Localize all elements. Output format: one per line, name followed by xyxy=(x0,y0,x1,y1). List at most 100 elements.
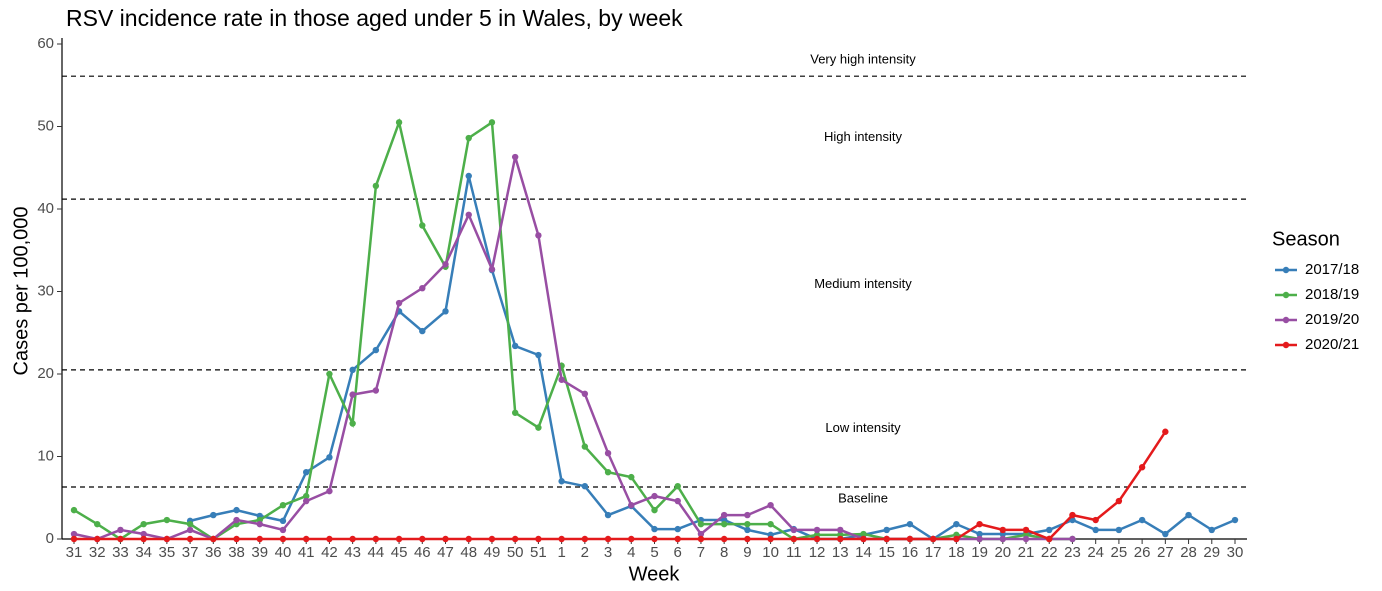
data-point xyxy=(256,535,263,543)
data-point xyxy=(372,182,380,190)
legend-label: 2018/19 xyxy=(1305,286,1359,303)
data-point xyxy=(1138,516,1146,524)
data-point xyxy=(906,535,914,543)
data-point xyxy=(813,535,821,543)
data-point xyxy=(697,520,705,528)
data-point xyxy=(303,535,310,543)
data-point xyxy=(976,530,983,538)
data-point xyxy=(303,492,310,500)
y-tick-label: 0 xyxy=(46,530,54,547)
x-tick-label: 46 xyxy=(414,544,431,561)
data-point xyxy=(535,351,542,359)
data-point xyxy=(70,535,78,543)
data-point xyxy=(999,526,1006,534)
data-point xyxy=(744,526,751,534)
data-point xyxy=(953,535,960,543)
y-tick-label: 50 xyxy=(37,117,54,134)
x-tick-label: 14 xyxy=(855,544,872,561)
x-tick-label: 20 xyxy=(994,544,1011,561)
data-point xyxy=(326,370,333,378)
threshold-label: High intensity xyxy=(824,129,903,144)
data-point xyxy=(140,530,147,538)
data-point xyxy=(790,535,798,543)
x-tick-label: 50 xyxy=(507,544,524,561)
x-tick-label: 48 xyxy=(460,544,477,561)
data-point xyxy=(70,506,78,514)
data-point xyxy=(767,520,774,528)
y-tick-label: 40 xyxy=(37,200,54,217)
x-tick-label: 22 xyxy=(1041,544,1058,561)
data-point xyxy=(651,506,658,514)
y-tick-label: 20 xyxy=(37,365,54,382)
x-tick-label: 23 xyxy=(1064,544,1081,561)
x-tick-label: 26 xyxy=(1134,544,1151,561)
series-line xyxy=(73,117,1073,541)
data-point xyxy=(419,285,426,292)
data-point xyxy=(279,535,287,543)
x-tick-label: 34 xyxy=(135,544,152,561)
data-point xyxy=(465,211,472,218)
data-point xyxy=(511,409,519,416)
threshold-label: Low intensity xyxy=(825,420,901,435)
x-tick-label: 36 xyxy=(205,544,222,561)
data-point xyxy=(604,535,612,543)
data-point xyxy=(303,468,310,476)
data-point xyxy=(628,501,635,509)
data-point xyxy=(1138,464,1146,471)
data-point xyxy=(117,526,124,534)
x-tick-label: 30 xyxy=(1227,544,1244,561)
data-point xyxy=(186,520,194,528)
data-point xyxy=(511,153,519,161)
data-point xyxy=(1022,526,1030,534)
data-point xyxy=(326,535,333,543)
data-point xyxy=(1069,511,1076,519)
data-point xyxy=(1115,526,1123,534)
x-tick-label: 37 xyxy=(182,544,199,561)
data-point xyxy=(303,497,310,505)
data-point xyxy=(628,535,635,543)
x-tick-label: 4 xyxy=(627,544,635,561)
data-point xyxy=(511,535,519,543)
data-point xyxy=(999,535,1006,543)
data-point xyxy=(349,420,356,427)
data-point xyxy=(488,119,496,126)
threshold-label: Very high intensity xyxy=(810,52,916,67)
data-point xyxy=(883,535,890,543)
legend-swatch-dot xyxy=(1282,316,1290,324)
x-tick-label: 6 xyxy=(674,544,682,561)
data-point xyxy=(256,520,263,528)
data-point xyxy=(163,516,171,524)
x-tick-label: 41 xyxy=(298,544,315,561)
data-point xyxy=(395,299,403,307)
x-tick-label: 12 xyxy=(809,544,826,561)
data-point xyxy=(744,520,751,528)
series-line xyxy=(189,175,1236,541)
x-tick-label: 29 xyxy=(1203,544,1220,561)
data-point xyxy=(929,535,937,543)
data-point xyxy=(697,530,705,538)
chart-title: RSV incidence rate in those aged under 5… xyxy=(66,5,683,31)
data-point xyxy=(976,535,983,543)
data-point xyxy=(651,492,658,500)
data-point xyxy=(558,376,565,383)
legend-label: 2017/18 xyxy=(1305,261,1359,278)
x-tick-label: 31 xyxy=(66,544,83,561)
data-point xyxy=(604,511,612,519)
data-point xyxy=(604,468,612,476)
x-tick-label: 19 xyxy=(971,544,988,561)
x-tick-label: 17 xyxy=(925,544,942,561)
x-tick-label: 44 xyxy=(368,544,385,561)
threshold-label: Medium intensity xyxy=(814,276,912,291)
legend-swatch-dot xyxy=(1282,266,1290,274)
x-tick-label: 35 xyxy=(159,544,176,561)
data-point xyxy=(419,222,426,229)
data-point xyxy=(465,535,472,543)
data-point xyxy=(813,526,821,534)
data-point xyxy=(720,520,728,528)
x-tick-label: 27 xyxy=(1157,544,1174,561)
data-point xyxy=(442,261,449,268)
x-tick-label: 10 xyxy=(762,544,779,561)
data-point xyxy=(1092,516,1099,524)
x-tick-label: 7 xyxy=(697,544,705,561)
data-point xyxy=(395,535,403,543)
